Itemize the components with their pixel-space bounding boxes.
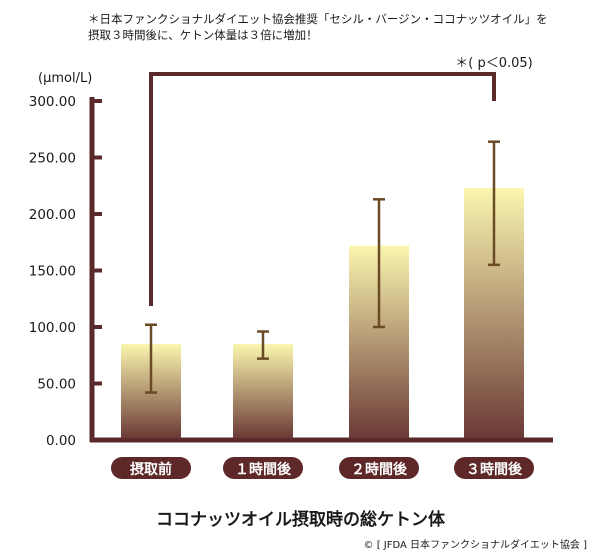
category-label-bg (454, 457, 534, 479)
y-tick-label: 0.00 (46, 433, 76, 449)
significance-bracket (149, 72, 496, 306)
y-tick-label: 200.00 (29, 207, 76, 223)
category-label-bg (339, 457, 419, 479)
chart-subtitle: ココナッツオイル摂取時の総ケトン体 (156, 510, 445, 530)
y-axis-label: (μmol/L) (38, 71, 92, 86)
category-label-bg (111, 457, 191, 479)
note-line-2: 摂取３時間後に、ケトン体量は３倍に増加！ (88, 28, 318, 42)
note-line-1: ＊日本ファンクショナルダイエット協会推奨「セシル・バージン・ココナッツオイル」を (88, 12, 548, 26)
category-label: １時間後 (235, 461, 292, 478)
y-tick-label: 300.00 (29, 94, 76, 110)
category-label: ３時間後 (466, 461, 523, 478)
y-tick-label: 150.00 (29, 264, 76, 280)
copyright-text: © [ JFDA 日本ファンクショナルダイエット協会 ] (363, 540, 587, 551)
y-tick-label: 250.00 (29, 151, 76, 167)
category-label-bg (223, 457, 303, 479)
y-tick-label: 100.00 (29, 320, 76, 336)
category-label: 摂取前 (130, 461, 172, 478)
y-tick-label: 50.00 (37, 377, 76, 393)
chart-note: ＊日本ファンクショナルダイエット協会推奨「セシル・バージン・ココナッツオイル」を… (88, 11, 588, 43)
category-label: ２時間後 (351, 461, 408, 478)
significance-label: ＊( p＜0.05) (455, 56, 532, 71)
